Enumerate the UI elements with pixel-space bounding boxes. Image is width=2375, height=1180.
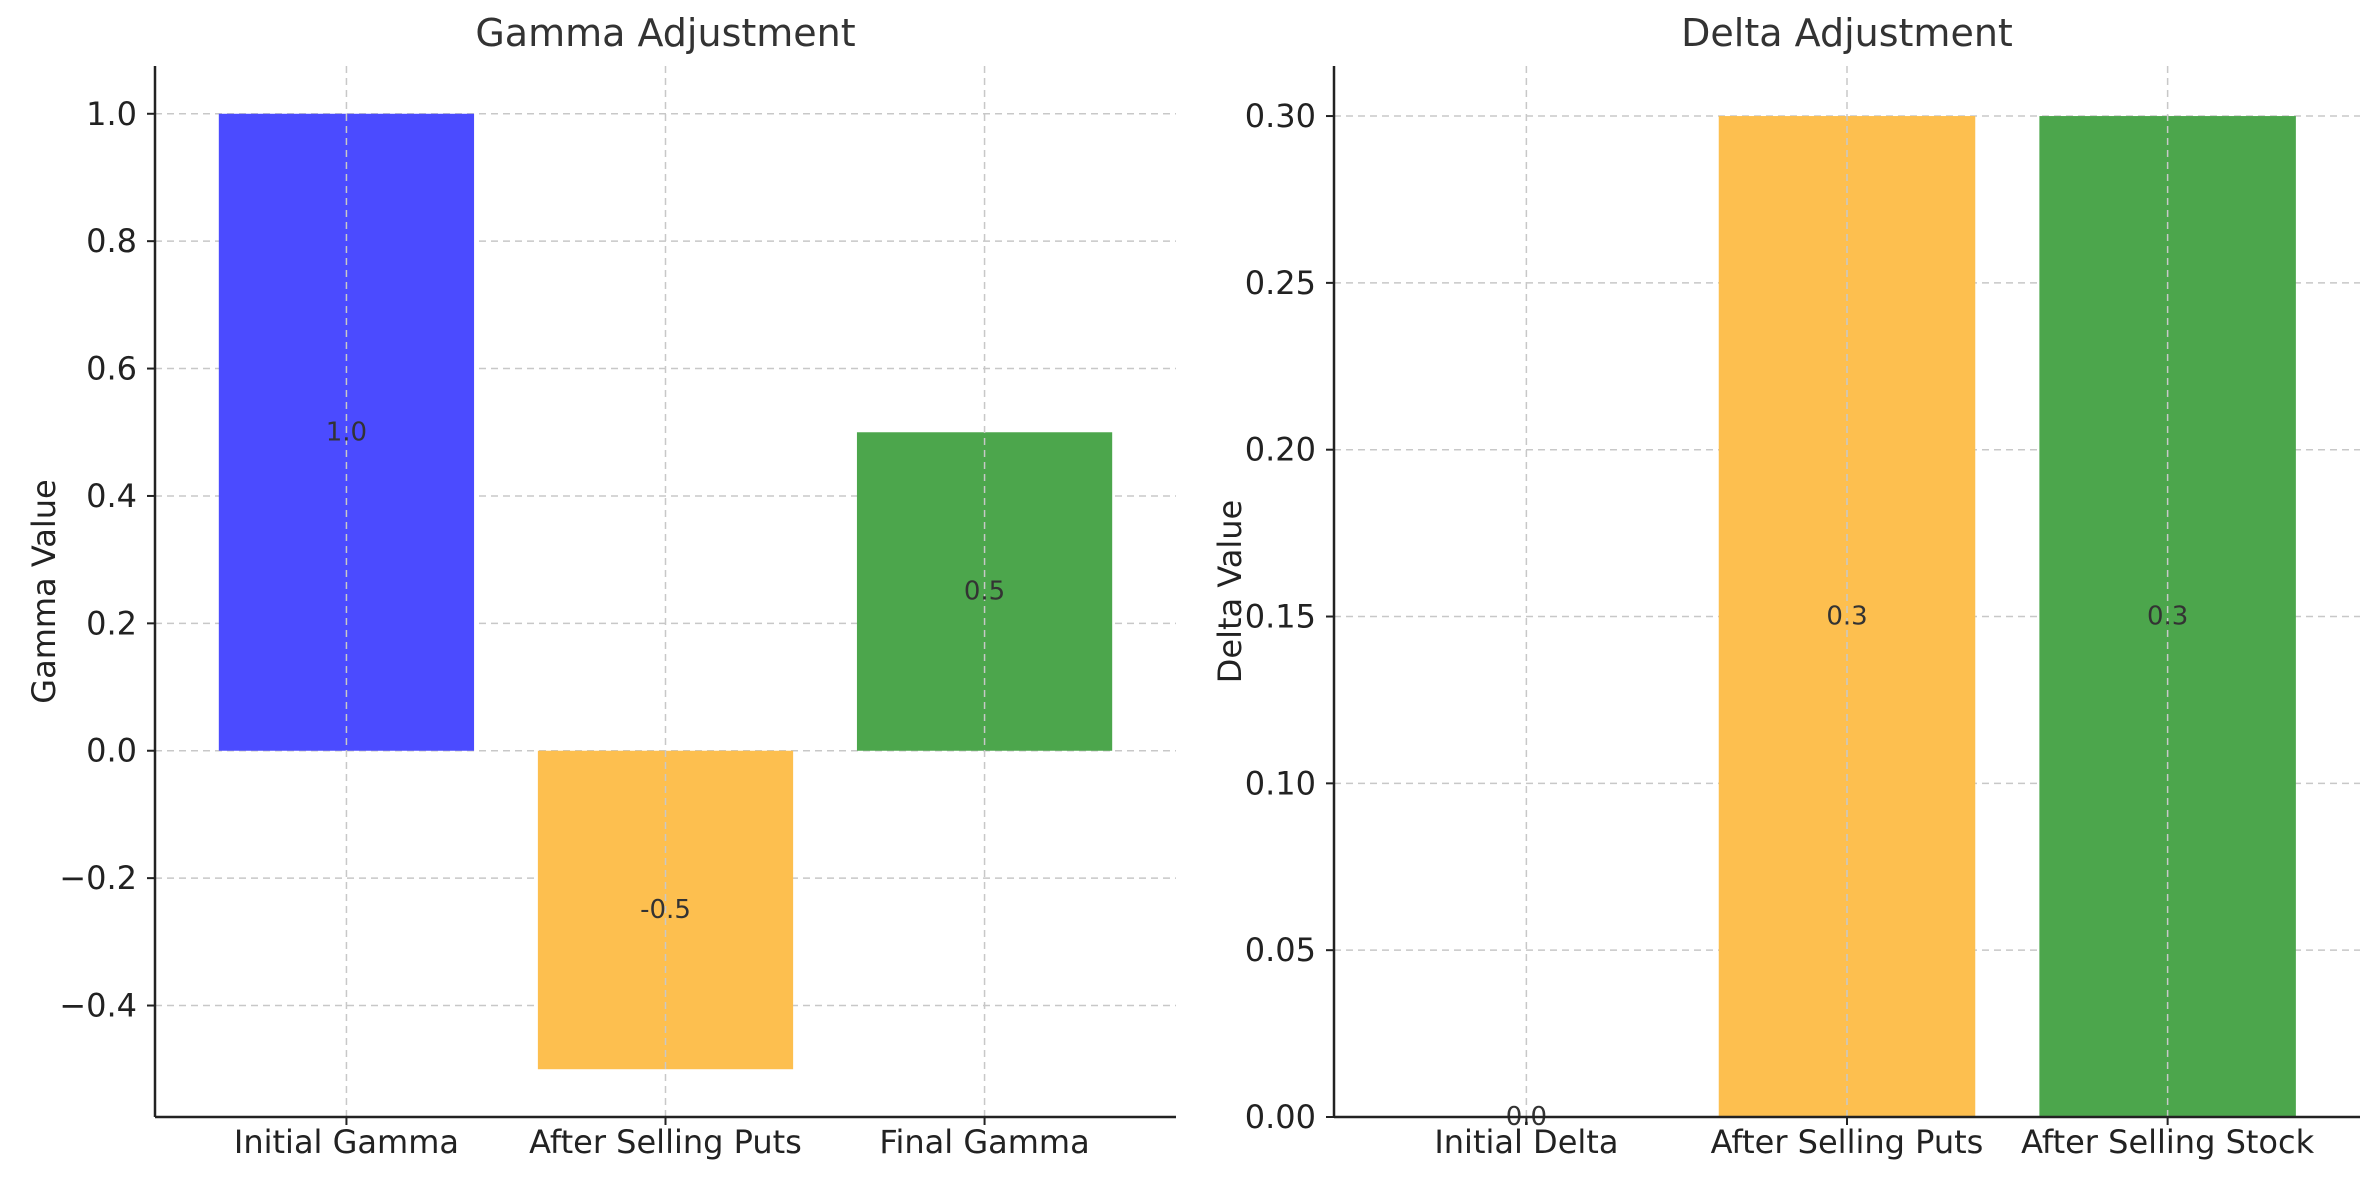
y-tick-label: 0.4 [86, 477, 137, 515]
data-label: 0.5 [964, 577, 1005, 607]
x-tick-label: Initial Gamma [234, 1123, 459, 1161]
data-label: 0.3 [2147, 602, 2188, 632]
y-tick-label: 0.2 [86, 604, 137, 642]
y-tick-label: 0.10 [1245, 764, 1316, 802]
data-label: 0.3 [1826, 602, 1867, 632]
x-tick-label: After Selling Puts [529, 1123, 802, 1161]
y-tick-label: 0.00 [1245, 1098, 1316, 1136]
x-tick-label: After Selling Stock [2021, 1123, 2314, 1161]
data-label: 1.0 [326, 417, 367, 447]
x-tick-label: After Selling Puts [1711, 1123, 1984, 1161]
chart-panel-1: 1.0 -0.5 0.5 −0.4 −0.2 0.0 0.2 0.4 0.6 0.8 1.0 Init… [25, 11, 1176, 1161]
x-tick-label: Initial Delta [1434, 1123, 1618, 1161]
chart-panel-2: 0.00.3 0.30.000.050.100.150.200.250.30Ini… [1211, 11, 2360, 1161]
chart-title: Delta Adjustment [1681, 11, 2013, 55]
bar-final-gamma [856, 432, 1113, 751]
y-tick-label: 0.25 [1245, 264, 1316, 302]
y-tick-label: 1.0 [86, 95, 137, 133]
y-tick-label: 0.15 [1245, 598, 1316, 636]
y-tick-label: −0.4 [59, 987, 137, 1025]
y-axis-label: Delta Value [1211, 500, 1249, 683]
y-tick-label: 0.05 [1245, 931, 1316, 969]
y-tick-label: 0.20 [1245, 431, 1316, 469]
y-tick-label: 0.0 [86, 732, 137, 770]
y-tick-label: −0.2 [59, 859, 137, 897]
data-label: -0.5 [640, 895, 691, 925]
y-tick-label: 0.8 [86, 222, 137, 260]
y-tick-label: 0.30 [1245, 97, 1316, 135]
y-tick-label: 0.6 [86, 350, 137, 388]
x-tick-label: Final Gamma [879, 1123, 1089, 1161]
chart-title: Gamma Adjustment [475, 11, 855, 55]
y-axis-label: Gamma Value [25, 479, 63, 703]
